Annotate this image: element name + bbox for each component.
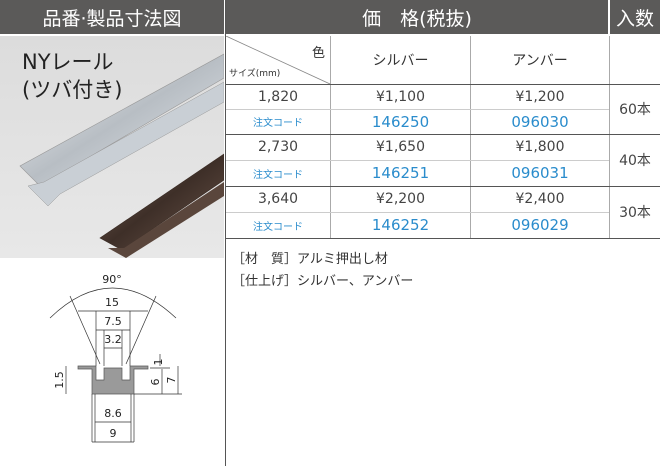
color-label: 色 — [312, 46, 326, 61]
left-header: 品番·製品寸法図 — [0, 0, 224, 34]
code-label: 注文コード — [253, 169, 303, 181]
quantity-cell: 30本 — [619, 205, 651, 221]
dim-label: 6 — [149, 379, 162, 386]
note: ［仕上げ］シルバー、アンバー — [232, 274, 414, 289]
column-header: シルバー — [372, 53, 429, 69]
dim-label: 1.5 — [53, 371, 66, 389]
product-name: NYレール — [22, 50, 114, 74]
dim-label: 7.5 — [104, 315, 122, 328]
sub-divider — [226, 212, 609, 213]
price-cell: ¥1,100 — [376, 88, 425, 105]
quantity-cell: 40本 — [619, 153, 651, 169]
angle-arc — [49, 287, 177, 319]
note: ［材 質］アルミ押出し材 — [232, 252, 388, 267]
column-header: アンバー — [512, 53, 568, 69]
column-divider — [609, 36, 610, 238]
sub-divider — [226, 160, 609, 161]
column-divider — [330, 36, 331, 238]
rail-profile — [77, 365, 149, 395]
price-cell: ¥2,200 — [376, 191, 425, 207]
code-label: 注文コード — [253, 118, 303, 129]
column-divider — [470, 36, 471, 238]
row-divider — [226, 186, 660, 187]
price-header: 価 格(税抜) — [226, 0, 608, 34]
dim-label: 7 — [165, 377, 178, 384]
order-code: 146250 — [371, 112, 430, 131]
price-cell: ¥1,650 — [376, 139, 425, 155]
size-cell: 2,730 — [257, 139, 299, 155]
sub-divider — [226, 109, 609, 110]
dim-label: 3.2 — [104, 333, 122, 346]
dim-label: 15 — [105, 296, 119, 309]
diagonal-cell — [226, 36, 330, 84]
product-subname: (ツバ付き) — [22, 78, 123, 102]
product-photo — [0, 36, 225, 258]
order-code: 146251 — [371, 164, 430, 182]
angle-leg — [125, 295, 157, 365]
dimension-diagram: 90° 15 7.5 3.2 1.5 1 6 7 8.6 9 — [49, 273, 182, 443]
dim-label: 9 — [110, 427, 117, 440]
amber-rail-side — [108, 182, 224, 258]
dim-label: 1 — [152, 359, 165, 366]
size-label: サイズ(mm) — [229, 69, 281, 79]
quantity-cell: 60本 — [619, 102, 651, 118]
price-cell: ¥1,800 — [515, 139, 565, 155]
dim-label: 90° — [102, 273, 122, 286]
order-code: 096030 — [511, 112, 569, 131]
column-divider — [225, 0, 226, 466]
order-code: 146252 — [371, 216, 430, 234]
order-code: 096031 — [511, 164, 569, 182]
price-cell: ¥1,200 — [515, 88, 565, 105]
code-label: 注文コード — [253, 221, 303, 233]
size-cell: 3,640 — [257, 191, 299, 207]
row-divider — [226, 84, 660, 85]
dim-label: 8.6 — [104, 407, 122, 420]
diagonal-line — [226, 36, 330, 84]
row-divider — [226, 238, 660, 239]
angle-leg — [69, 295, 101, 365]
quantity-header: 入数 — [610, 0, 660, 34]
order-code: 096029 — [511, 216, 569, 234]
size-cell: 1,820 — [257, 88, 299, 105]
price-cell: ¥2,400 — [515, 191, 565, 207]
row-divider — [226, 134, 660, 135]
rail-illustration — [19, 53, 225, 258]
